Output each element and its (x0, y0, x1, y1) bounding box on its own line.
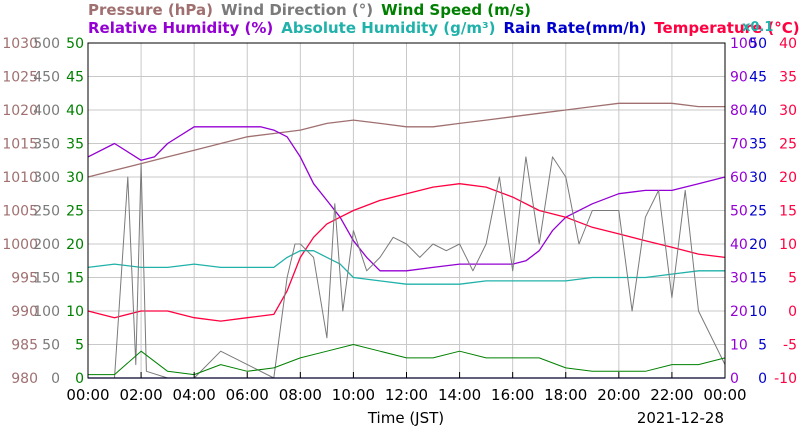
temperature-tick-label: 5 (788, 271, 797, 287)
wind-direction-tick-label: 350 (33, 137, 60, 153)
pressure-tick-label: 1010 (2, 170, 38, 186)
temperature-tick-label: 40 (779, 36, 797, 52)
chart-date: 2021-12-28 (637, 409, 724, 427)
x-tick-label: 16:00 (491, 386, 534, 404)
series-line (87, 126, 726, 272)
pressure-tick-label: 1000 (2, 237, 38, 253)
x-tick-label: 18:00 (544, 386, 587, 404)
x-tick-label: 00:00 (703, 386, 746, 404)
wind-speed-tick-label: 15 (66, 271, 84, 287)
temperature-tick-label: 35 (779, 70, 797, 86)
x-tick-label: 02:00 (119, 386, 162, 404)
pressure-tick-label: 1005 (2, 204, 38, 220)
wind-direction-tick-label: 450 (33, 70, 60, 86)
wind-speed-tick-label: 30 (66, 170, 84, 186)
x-tick-label: 08:00 (279, 386, 322, 404)
wind-speed-tick-label: 20 (66, 237, 84, 253)
x-axis-label: Time (JST) (367, 409, 444, 427)
x-tick-label: 04:00 (173, 386, 216, 404)
series-line (87, 183, 726, 322)
x-tick-label: 14:00 (438, 386, 481, 404)
temperature-tick-label: 20 (779, 170, 797, 186)
wind-speed-tick-label: 5 (75, 338, 84, 354)
legend-row1: Pressure (hPa) Wind Direction (°) Wind Spe… (88, 1, 531, 19)
x-tick-label: 06:00 (226, 386, 269, 404)
pressure-tick-label: 990 (11, 304, 38, 320)
pressure-tick-label: 1025 (2, 70, 38, 86)
relative-humidity-tick-label: 20 (730, 304, 748, 320)
pressure-tick-label: 1020 (2, 103, 38, 119)
rain-rate-tick-label: 20 (749, 237, 767, 253)
temperature-tick-label: -10 (774, 371, 797, 387)
rain-rate-tick-label: 25 (749, 204, 767, 220)
series-line (88, 156, 726, 379)
wind-direction-tick-label: 0 (51, 371, 60, 387)
pressure-tick-label: 1015 (2, 137, 38, 153)
wind-speed-tick-label: 0 (75, 371, 84, 387)
temperature-tick-label: 10 (779, 237, 797, 253)
relative-humidity-tick-label: 60 (730, 170, 748, 186)
x-tick-label: 20:00 (597, 386, 640, 404)
rain-rate-tick-label: 50 (749, 36, 767, 52)
relative-humidity-tick-label: 100 (730, 36, 757, 52)
temperature-tick-label: 15 (779, 204, 797, 220)
relative-humidity-tick-label: 0 (730, 371, 739, 387)
pressure-tick-label: 985 (11, 338, 38, 354)
series-line (87, 102, 725, 178)
axis-tick-labels: 9809859909951000100510101015102010251030… (2, 36, 797, 387)
wind-direction-tick-label: 150 (33, 271, 60, 287)
temperature-tick-label: 30 (779, 103, 797, 119)
relative-humidity-tick-label: 70 (730, 137, 748, 153)
temperature-tick-label: -5 (783, 338, 797, 354)
legend-entry: Pressure (hPa) (88, 1, 213, 19)
rain-rate-tick-label: 5 (758, 338, 767, 354)
pressure-tick-label: 995 (11, 271, 38, 287)
wind-speed-tick-label: 45 (66, 70, 84, 86)
wind-speed-tick-label: 35 (66, 137, 84, 153)
legend-entry: Rain Rate(mm/h) (503, 19, 646, 37)
wind-speed-tick-label: 50 (66, 36, 84, 52)
x-tick-label: 12:00 (385, 386, 428, 404)
wind-direction-tick-label: 200 (33, 237, 60, 253)
wind-speed-tick-label: 25 (66, 204, 84, 220)
relative-humidity-tick-label: 80 (730, 103, 748, 119)
relative-humidity-tick-label: 50 (730, 204, 748, 220)
rain-rate-tick-label: 15 (749, 271, 767, 287)
legend-entry: Wind Direction (°) (221, 1, 373, 19)
legend-entry: Temperature (°C) (654, 19, 799, 37)
x-axis-ticks: 00:00 02:00 04:00 06:00 08:00 10:00 12:00 14:00… (66, 372, 747, 404)
wind-direction-tick-label: 100 (33, 304, 60, 320)
wind-direction-tick-label: 250 (33, 204, 60, 220)
relative-humidity-tick-label: 90 (730, 70, 748, 86)
abs-humidity-scale-label: x0.1 (742, 20, 773, 35)
legend-entry: Relative Humidity (%) (88, 19, 273, 37)
rain-rate-tick-label: 30 (749, 170, 767, 186)
x-tick-label: 00:00 (66, 386, 109, 404)
legend-entry: Absolute Humidity (g/m³) (281, 19, 495, 37)
series-line (87, 250, 725, 285)
x-tick-label: 22:00 (650, 386, 693, 404)
wind-direction-tick-label: 500 (33, 36, 60, 52)
rain-rate-tick-label: 45 (749, 70, 767, 86)
pressure-tick-label: 1030 (2, 36, 38, 52)
wind-direction-tick-label: 400 (33, 103, 60, 119)
wind-direction-tick-label: 300 (33, 170, 60, 186)
legend-row2: Relative Humidity (%) Absolute Humidity (… (88, 19, 800, 37)
relative-humidity-tick-label: 40 (730, 237, 748, 253)
temperature-tick-label: 0 (788, 304, 797, 320)
legend-entry: Wind Speed (m/s) (381, 1, 531, 19)
wind-speed-tick-label: 10 (66, 304, 84, 320)
rain-rate-tick-label: 10 (749, 304, 767, 320)
relative-humidity-tick-label: 10 (730, 338, 748, 354)
relative-humidity-tick-label: 30 (730, 271, 748, 287)
x-tick-label: 10:00 (332, 386, 375, 404)
wind-speed-tick-label: 40 (66, 103, 84, 119)
pressure-tick-label: 980 (11, 371, 38, 387)
rain-rate-tick-label: 40 (749, 103, 767, 119)
rain-rate-tick-label: 35 (749, 137, 767, 153)
wind-direction-tick-label: 50 (42, 338, 60, 354)
rain-rate-tick-label: 0 (758, 371, 767, 387)
temperature-tick-label: 25 (779, 137, 797, 153)
